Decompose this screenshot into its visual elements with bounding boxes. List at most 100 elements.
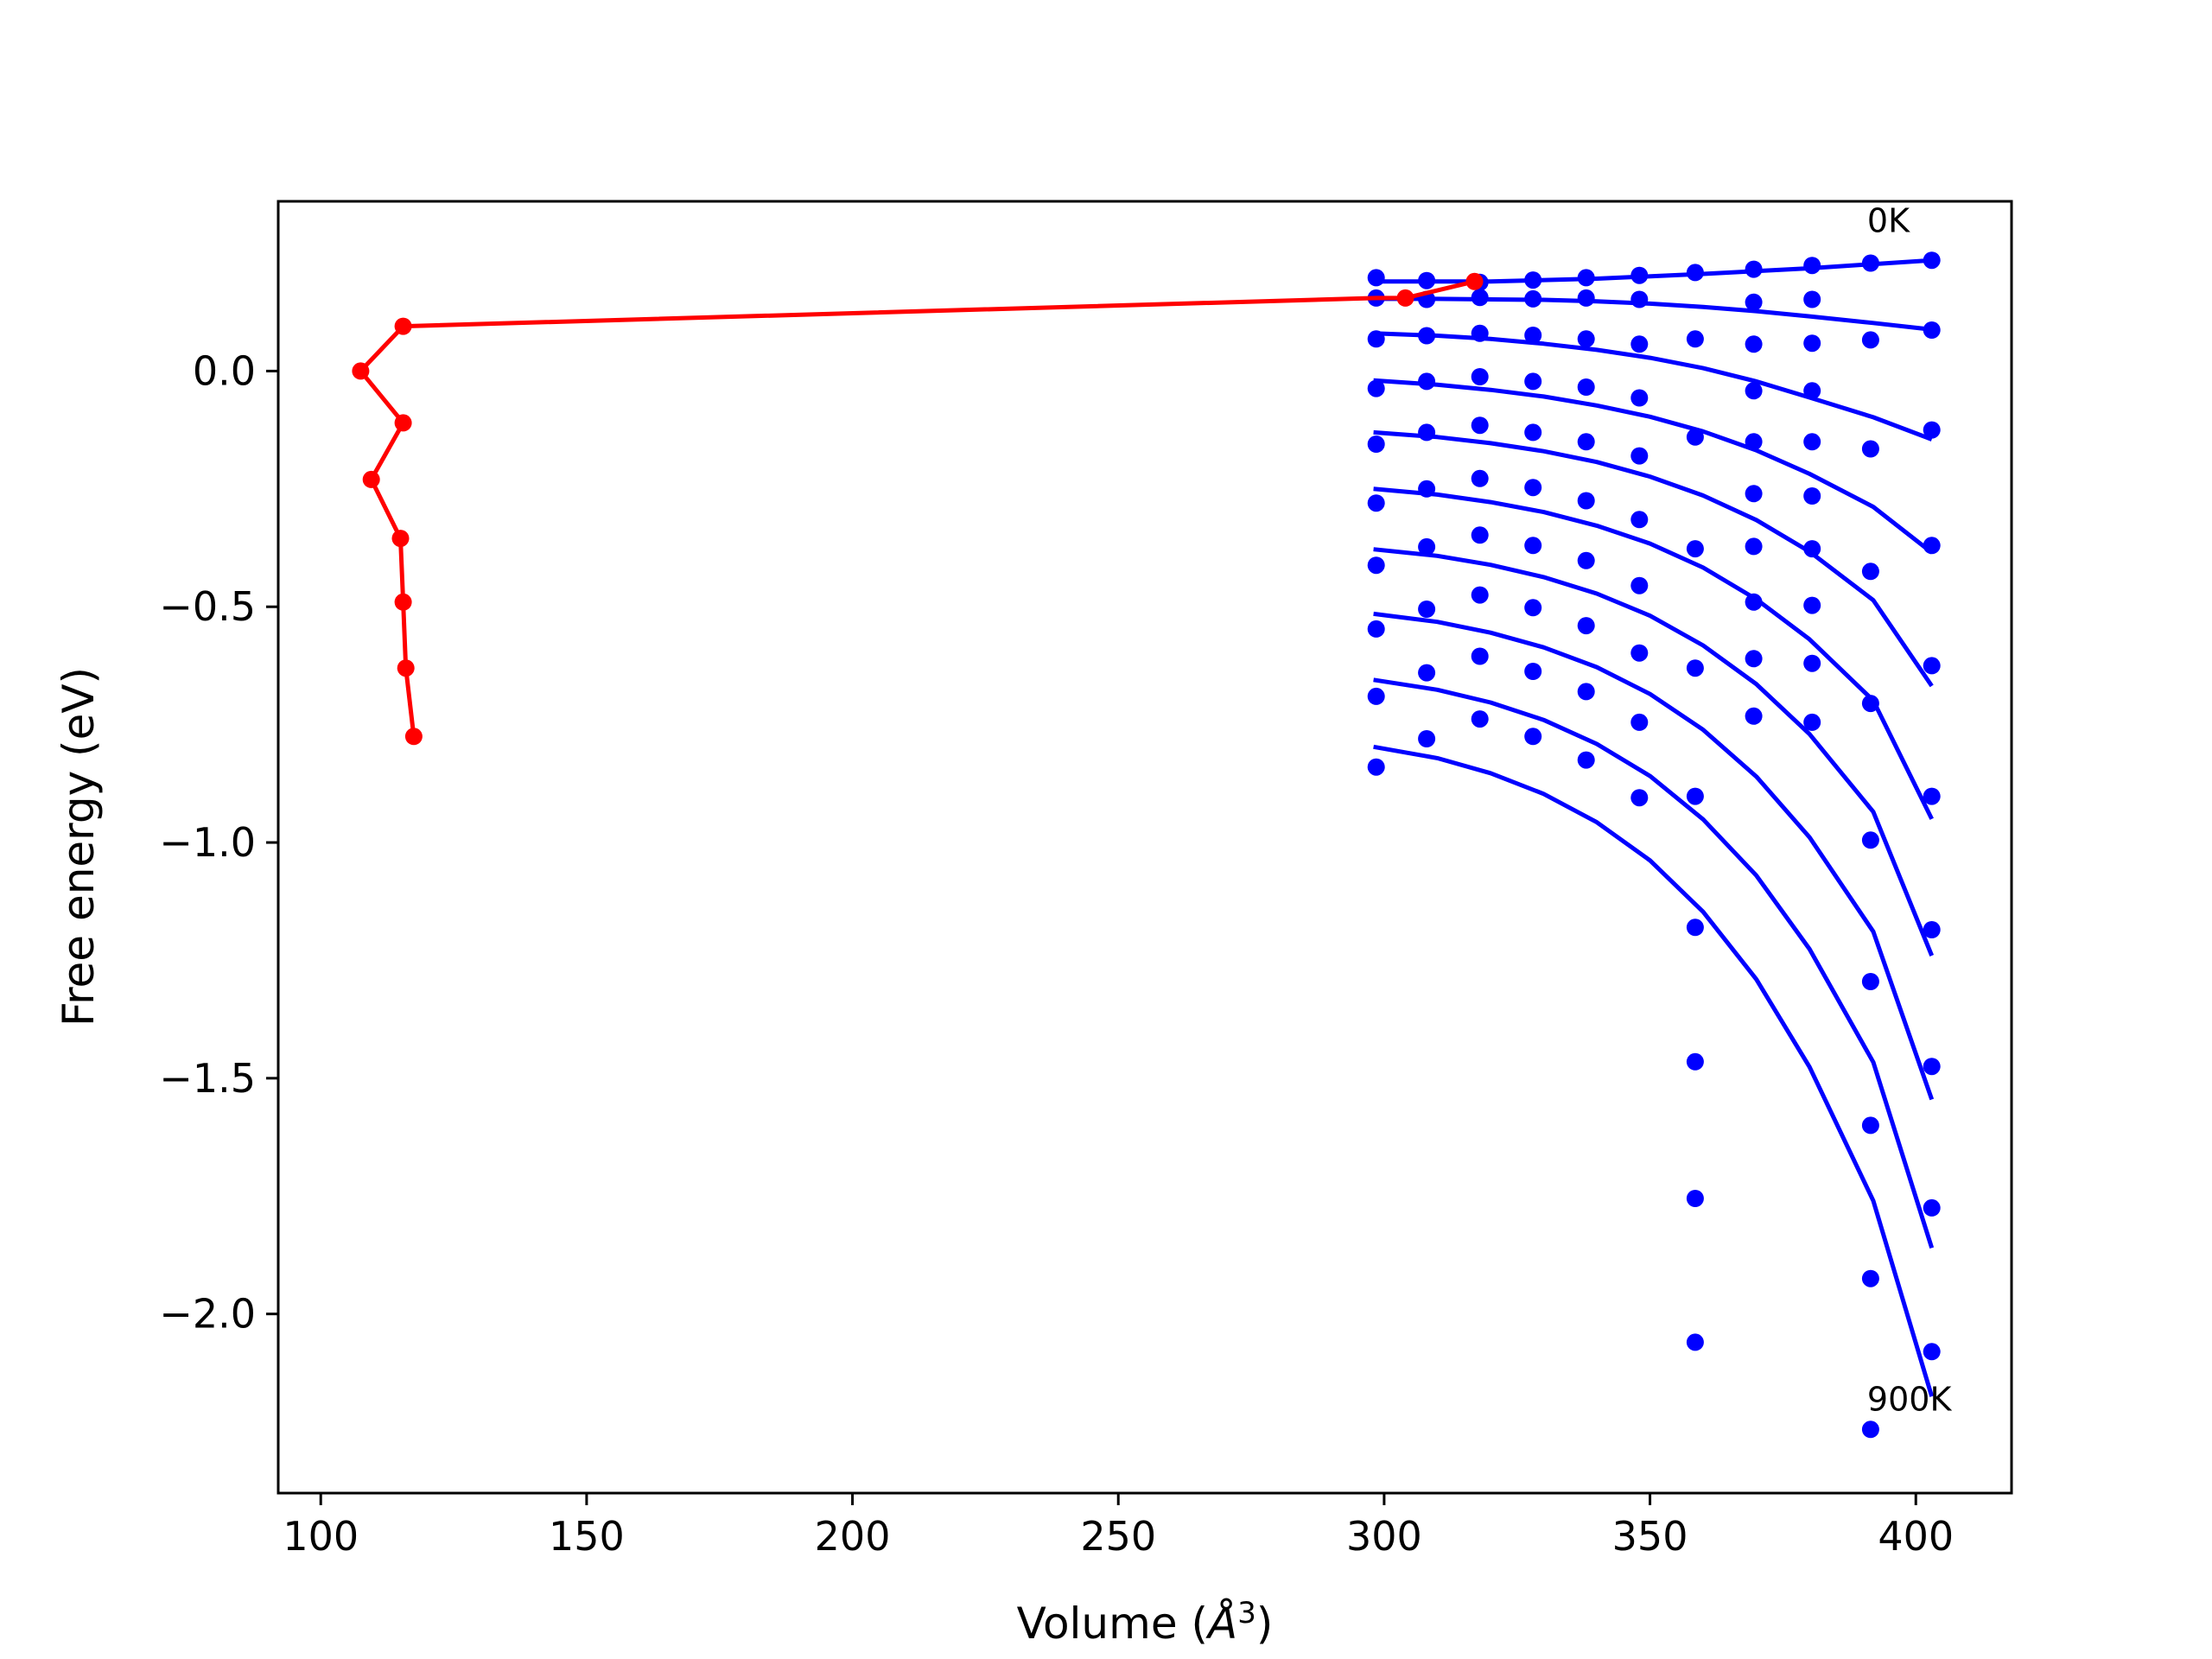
data-point (1630, 335, 1649, 353)
data-point (1630, 389, 1649, 407)
data-point (1923, 787, 1941, 805)
data-point (1861, 1269, 1879, 1287)
data-point (1686, 1052, 1704, 1071)
data-point (1630, 447, 1649, 465)
data-point (1923, 421, 1941, 439)
x-tick-label: 100 (283, 1513, 359, 1560)
y-axis-label: Free energy (eV) (54, 667, 104, 1027)
data-point (1686, 1190, 1704, 1207)
minimum-path-point (352, 362, 370, 380)
data-point (1471, 647, 1489, 665)
data-point (1861, 831, 1879, 849)
minimum-path (352, 272, 1484, 746)
data-point (1630, 713, 1649, 731)
x-tick-label: 250 (1080, 1513, 1156, 1560)
data-point (1577, 330, 1595, 348)
data-point (1367, 269, 1385, 287)
data-point (1861, 973, 1879, 990)
data-point (1923, 1058, 1941, 1076)
data-point (1524, 271, 1542, 289)
fit-curve-3 (1373, 378, 1934, 555)
data-point (1577, 683, 1595, 701)
data-point (1923, 321, 1941, 339)
data-point (1803, 433, 1821, 451)
minimum-path-point (362, 470, 380, 488)
data-point (1524, 599, 1542, 617)
minimum-path-point (394, 593, 412, 611)
data-points (1367, 251, 1941, 1439)
data-point (1577, 492, 1595, 510)
plot-area (278, 201, 2012, 1493)
data-point (1861, 254, 1879, 272)
y-tick-label: −1.0 (159, 819, 256, 866)
data-point (1630, 644, 1649, 662)
data-point (1745, 293, 1763, 311)
data-point (1686, 918, 1704, 937)
data-point (1471, 416, 1489, 435)
data-point (1577, 551, 1595, 569)
data-point (1418, 537, 1436, 556)
data-point (1803, 713, 1821, 731)
data-point (1803, 540, 1821, 558)
data-point (1745, 382, 1763, 400)
data-point (1471, 469, 1489, 487)
y-axis-ticks: 0.0 −0.5 −1.0 −1.5 −2.0 (159, 347, 278, 1338)
data-point (1861, 1116, 1879, 1135)
minimum-path-point (1465, 272, 1484, 290)
data-point (1923, 251, 1941, 270)
data-point (1745, 433, 1763, 451)
data-point (1630, 266, 1649, 284)
data-point (1745, 707, 1763, 725)
fit-curve-6 (1373, 547, 1935, 957)
data-point (1367, 620, 1385, 638)
y-tick-label: 0.0 (193, 347, 256, 394)
y-tick-label: −0.5 (159, 583, 256, 630)
data-point (1471, 289, 1489, 307)
data-point (1686, 428, 1704, 446)
data-point (1577, 751, 1595, 769)
data-point (1524, 479, 1542, 497)
data-point (1630, 576, 1649, 594)
data-point (1524, 327, 1542, 344)
data-point (1745, 650, 1763, 668)
data-point (1524, 289, 1542, 308)
x-tick-label: 200 (815, 1513, 891, 1560)
data-point (1367, 379, 1385, 397)
minimum-path-point (404, 728, 423, 746)
minimum-path-point (397, 659, 415, 677)
data-point (1686, 1333, 1704, 1351)
y-tick-label: −2.0 (159, 1291, 256, 1338)
data-point (1923, 537, 1941, 555)
x-tick-label: 400 (1878, 1513, 1954, 1560)
data-point (1861, 563, 1879, 581)
fit-curve-7 (1373, 611, 1935, 1101)
data-point (1745, 335, 1763, 353)
data-point (1861, 440, 1879, 458)
minimum-path-point (394, 414, 412, 432)
data-point (1471, 324, 1489, 342)
data-point (1803, 334, 1821, 353)
x-axis-label-text: Volume ( (1017, 1599, 1208, 1649)
data-point (1367, 758, 1385, 776)
x-tick-label: 300 (1346, 1513, 1422, 1560)
data-point (1471, 526, 1489, 544)
data-point (1745, 485, 1763, 503)
data-point (1471, 710, 1489, 728)
data-point (1686, 540, 1704, 558)
data-point (1803, 290, 1821, 308)
data-point (1418, 601, 1436, 618)
data-point (1861, 695, 1879, 713)
y-tick-label: −1.5 (159, 1055, 256, 1102)
fit-curve-4 (1373, 429, 1934, 688)
data-point (1577, 289, 1595, 307)
data-point (1630, 290, 1649, 308)
data-point (1803, 596, 1821, 614)
data-point (1471, 368, 1489, 385)
curve-annotation: 0K (1867, 201, 1910, 239)
data-point (1471, 586, 1489, 604)
data-point (1418, 372, 1436, 391)
x-axis-label: Volume (Å3) (1017, 1596, 1274, 1649)
data-point (1923, 921, 1941, 938)
data-point (1418, 271, 1436, 289)
